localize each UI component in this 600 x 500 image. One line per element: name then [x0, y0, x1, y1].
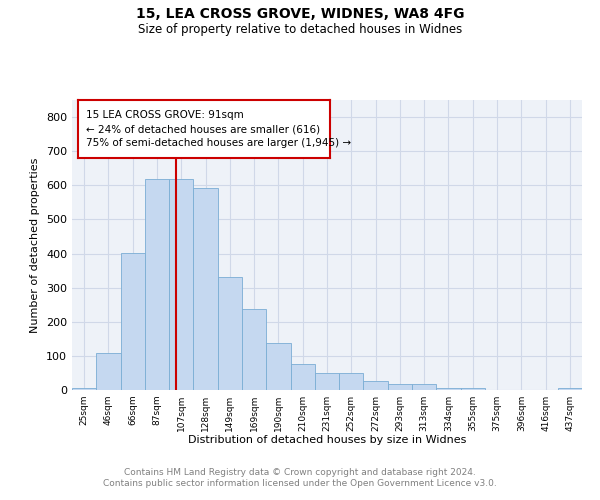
Bar [218, 278, 242, 390]
Bar [121, 253, 145, 390]
Text: Distribution of detached houses by size in Widnes: Distribution of detached houses by size … [188, 435, 466, 445]
Y-axis label: Number of detached properties: Number of detached properties [31, 158, 40, 332]
Bar [266, 344, 290, 390]
Bar [364, 382, 388, 390]
Text: 15, LEA CROSS GROVE, WIDNES, WA8 4FG: 15, LEA CROSS GROVE, WIDNES, WA8 4FG [136, 8, 464, 22]
Bar [339, 373, 364, 390]
Bar [315, 373, 339, 390]
Bar [145, 180, 169, 390]
Bar [72, 388, 96, 390]
Bar [193, 188, 218, 390]
Bar [558, 388, 582, 390]
Bar [461, 388, 485, 390]
Bar [436, 388, 461, 390]
Text: Size of property relative to detached houses in Widnes: Size of property relative to detached ho… [138, 22, 462, 36]
Bar [242, 309, 266, 390]
Bar [388, 384, 412, 390]
Bar [412, 384, 436, 390]
Text: Contains HM Land Registry data © Crown copyright and database right 2024.
Contai: Contains HM Land Registry data © Crown c… [103, 468, 497, 487]
Bar [96, 354, 121, 390]
Text: 15 LEA CROSS GROVE: 91sqm
← 24% of detached houses are smaller (616)
75% of semi: 15 LEA CROSS GROVE: 91sqm ← 24% of detac… [86, 110, 350, 148]
Bar [290, 364, 315, 390]
Bar [169, 180, 193, 390]
